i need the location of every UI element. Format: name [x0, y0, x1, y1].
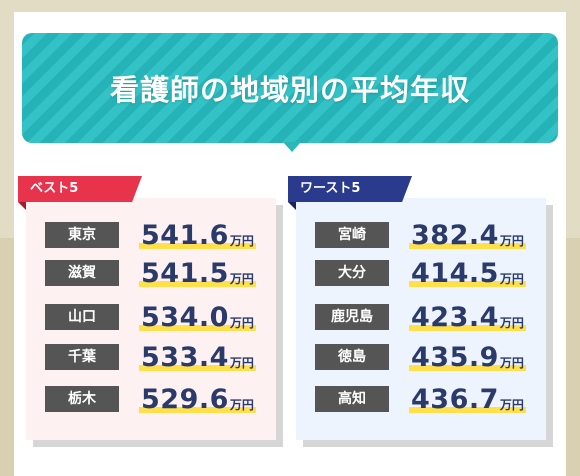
salary-value: 423.4 万円	[409, 302, 526, 333]
salary-value: 541.5 万円	[139, 258, 256, 289]
worst5-tag-fold	[288, 202, 296, 210]
worst-panel: 宮崎 382.4 万円 大分 414.5 万円 鹿児島 423.4 万円 徳島 435…	[296, 198, 553, 447]
best-row-1: 東京 541.6 万円	[45, 220, 256, 251]
salary-value: 414.5 万円	[409, 258, 526, 289]
worst5-tag: ワースト5	[288, 176, 412, 202]
best-row-2: 滋賀 541.5 万円	[45, 258, 256, 289]
prefecture-label: 滋賀	[45, 260, 119, 286]
prefecture-label: 東京	[45, 222, 119, 248]
panel-body: 宮崎 382.4 万円 大分 414.5 万円 鹿児島 423.4 万円 徳島 435…	[296, 198, 546, 440]
best5-tag-fold	[18, 202, 26, 210]
salary-value: 534.0 万円	[139, 302, 256, 333]
prefecture-label: 鹿児島	[315, 304, 389, 330]
worst-row-4: 徳島 435.9 万円	[315, 342, 526, 373]
salary-value: 435.9 万円	[409, 342, 526, 373]
worst-row-2: 大分 414.5 万円	[315, 258, 526, 289]
worst-row-5: 高知 436.7 万円	[315, 384, 526, 415]
best-panel: 東京 541.6 万円 滋賀 541.5 万円 山口 534.0 万円 千葉 533.…	[26, 198, 283, 447]
page-title: 看護師の地域別の平均年収	[109, 73, 470, 107]
best-row-3: 山口 534.0 万円	[45, 302, 256, 333]
panel-body: 東京 541.6 万円 滋賀 541.5 万円 山口 534.0 万円 千葉 533.…	[26, 198, 276, 440]
best-row-4: 千葉 533.4 万円	[45, 342, 256, 373]
prefecture-label: 宮崎	[315, 222, 389, 248]
best5-tag: ベスト5	[18, 176, 142, 202]
best-row-5: 栃木 529.6 万円	[45, 384, 256, 415]
salary-value: 529.6 万円	[139, 384, 256, 415]
prefecture-label: 高知	[315, 386, 389, 412]
worst-row-3: 鹿児島 423.4 万円	[315, 302, 526, 333]
title-banner	[22, 33, 558, 143]
prefecture-label: 千葉	[45, 344, 119, 370]
salary-value: 436.7 万円	[409, 384, 526, 415]
prefecture-label: 徳島	[315, 344, 389, 370]
salary-value: 533.4 万円	[139, 342, 256, 373]
salary-value: 541.6 万円	[139, 220, 256, 251]
banner-pointer	[283, 142, 301, 152]
prefecture-label: 大分	[315, 260, 389, 286]
salary-value: 382.4 万円	[409, 220, 526, 251]
prefecture-label: 栃木	[45, 386, 119, 412]
prefecture-label: 山口	[45, 304, 119, 330]
worst-row-1: 宮崎 382.4 万円	[315, 220, 526, 251]
